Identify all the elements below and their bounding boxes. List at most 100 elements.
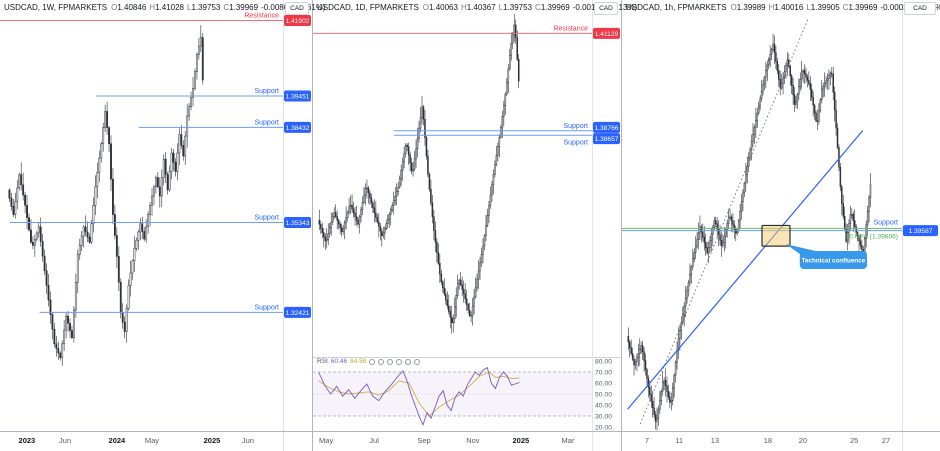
price-level-badge-text: 1.38432 <box>286 125 310 132</box>
rsi-line[interactable] <box>318 366 520 427</box>
callout-text: Technical confluence <box>802 257 866 264</box>
indicator-action-icon[interactable] <box>414 358 421 365</box>
time-label: 2025 <box>512 436 530 445</box>
time-label: Jul <box>369 436 379 445</box>
rsi-axis-tick-label: 50.00 <box>595 391 612 398</box>
time-label: May <box>319 436 334 445</box>
ohlc-field-label: H <box>768 3 775 12</box>
ohlc-field-label: C <box>842 3 849 12</box>
rsi-axis-tick-label: 40.00 <box>595 402 612 409</box>
rsi-indicator-pane: 80.00 70.00 60.00 50.00 40.00 30.00 20.00 <box>313 357 622 431</box>
price-axis-currency-button[interactable]: CAD <box>285 2 309 15</box>
price-level-badge <box>593 133 620 145</box>
price-level-badge-text: 1.41902 <box>286 18 310 25</box>
price-level-badge <box>284 121 311 133</box>
time-label: 13 <box>710 436 720 445</box>
time-label: 27 <box>881 436 891 445</box>
support-label: Support <box>254 214 279 221</box>
rsi-axis-tick-label: 70.00 <box>595 369 612 376</box>
price-level-badge <box>593 27 620 39</box>
chart-canvas-daily[interactable]: Resistance Support Support 80.00 70.00 60.00 5… <box>313 0 622 451</box>
rsi-ma-value: 64.58 <box>350 358 367 365</box>
chart-panel-daily: Resistance Support Support 80.00 70.00 60.00 5… <box>313 0 637 451</box>
time-label: 2024 <box>108 436 126 445</box>
confluence-highlight-box[interactable] <box>761 224 791 247</box>
technical-confluence-callout[interactable]: Technical confluence <box>786 244 867 269</box>
candlestick-series <box>627 33 872 431</box>
time-label: 20 <box>798 436 808 445</box>
chart-legend[interactable]: USDCAD, 1W, FPMARKETS O1.40846 H1.41028 L1.… <box>4 3 329 12</box>
ohlc-field-value: 1.39753 <box>191 3 221 12</box>
price-level-badge <box>284 90 311 102</box>
ohlc-field-label: L <box>806 3 811 12</box>
price-level-badge-text: 1.32421 <box>286 310 310 317</box>
ohlc-field-value: 1.39969 <box>229 3 259 12</box>
support-label: Support <box>254 304 279 311</box>
time-label: 11 <box>675 436 684 445</box>
ohlc-field-value: 1.39905 <box>810 3 840 12</box>
time-label: Sep <box>417 436 431 445</box>
ohlc-field-label: H <box>460 3 467 12</box>
rsi-value: 60.46 <box>330 358 348 365</box>
rsi-ma-line[interactable] <box>318 371 520 417</box>
ohlc-field-value: 1.39989 <box>736 3 766 12</box>
chart-canvas-weekly[interactable]: Resistance Support Support Support Support 1.… <box>0 0 313 451</box>
ohlc-field-value: 1.40367 <box>466 3 496 12</box>
candlestick-series <box>8 25 204 366</box>
ohlc-field-label: O <box>730 3 737 12</box>
chart-canvas-hourly[interactable]: Support 50.00% (1.39606) Technical conflue… <box>622 0 940 451</box>
rsi-axis-tick-label: 60.00 <box>595 380 612 387</box>
ohlc-field-label: H <box>149 3 156 12</box>
support-label: Support <box>873 219 898 226</box>
time-label: 25 <box>849 436 859 445</box>
support-label: Support <box>254 88 279 95</box>
indicator-action-icon[interactable] <box>396 358 403 365</box>
fib-level-label: 50.00% (1.39606) <box>846 233 898 240</box>
support-label: Support <box>563 139 588 146</box>
time-label: Nov <box>466 436 480 445</box>
chart-legend[interactable]: USDCAD, 1h, FPMARKETS O1.39989 H1.40016 L1.… <box>626 3 940 12</box>
ohlc-field-label: L <box>498 3 504 12</box>
chart-panel-hourly: Support 50.00% (1.39606) Technical conflue… <box>622 0 940 451</box>
symbol-title[interactable]: USDCAD, 1D, FPMARKETS <box>317 3 419 12</box>
price-axis-currency-button[interactable]: CAD <box>904 2 936 15</box>
price-level-badge-text: 1.39587 <box>909 228 933 235</box>
rsi-axis-tick-label: 80.00 <box>595 358 612 365</box>
price-level-badge <box>593 121 620 133</box>
trendline-drawing[interactable] <box>627 130 864 410</box>
ohlc-field-label: C <box>535 3 541 12</box>
time-label: May <box>144 436 160 445</box>
dotted-trendline[interactable] <box>639 18 809 425</box>
rsi-axis-tick-label: 30.00 <box>595 413 612 420</box>
candlestick-series <box>318 14 520 334</box>
support-label: Support <box>254 119 279 126</box>
price-level-badge-text: 1.41129 <box>595 31 619 38</box>
time-label: 2023 <box>18 436 36 445</box>
ohlc-field-label: O <box>111 3 118 12</box>
ohlc-field-value: 1.39753 <box>503 3 533 12</box>
indicator-action-icon[interactable] <box>369 358 376 365</box>
price-level-badge <box>903 225 938 237</box>
symbol-title[interactable]: USDCAD, 1h, FPMARKETS <box>626 3 727 12</box>
price-level-badge <box>284 306 311 318</box>
time-label: 2025 <box>203 436 221 445</box>
indicator-action-icon[interactable] <box>378 358 385 365</box>
time-label: Jun <box>241 436 254 445</box>
symbol-title[interactable]: USDCAD, 1W, FPMARKETS <box>4 3 108 12</box>
ohlc-field-value: 1.39969 <box>848 3 878 12</box>
ohlc-field-label: C <box>223 3 230 12</box>
callout-bubble <box>799 251 867 269</box>
time-label: Mar <box>561 436 575 445</box>
ohlc-field-value: 1.40063 <box>429 3 458 12</box>
support-label: Support <box>563 123 588 130</box>
resistance-label: Resistance <box>553 25 588 32</box>
price-level-badge-text: 1.35343 <box>286 220 310 227</box>
rsi-legend[interactable]: RSI 60.46 64.58 <box>317 358 421 365</box>
price-axis-currency-button[interactable]: CAD <box>594 2 618 15</box>
price-level-badge-text: 1.38766 <box>595 125 619 132</box>
indicator-action-icon[interactable] <box>405 358 412 365</box>
indicator-action-icon[interactable] <box>387 358 394 365</box>
ohlc-field-value: 1.39969 <box>540 3 570 12</box>
chart-legend[interactable]: USDCAD, 1D, FPMARKETS O1.40063 H1.40367 L1.… <box>317 3 640 12</box>
